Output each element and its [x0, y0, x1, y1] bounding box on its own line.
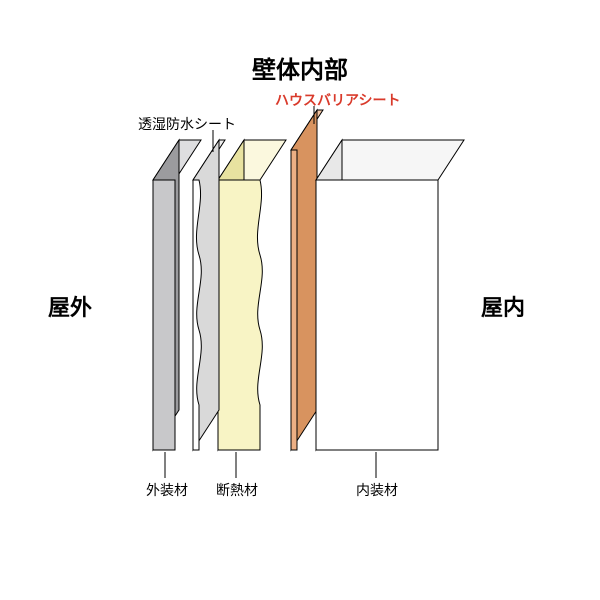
label-exterior: 外装材	[146, 480, 188, 500]
label-house-barrier: ハウスバリアシート	[275, 90, 400, 110]
layer-insulation	[218, 140, 286, 450]
layer-interior	[316, 140, 464, 450]
label-insulation: 断熱材	[216, 480, 258, 500]
label-interior: 内装材	[356, 480, 398, 500]
label-moisture-sheet: 透湿防水シート	[138, 114, 236, 134]
